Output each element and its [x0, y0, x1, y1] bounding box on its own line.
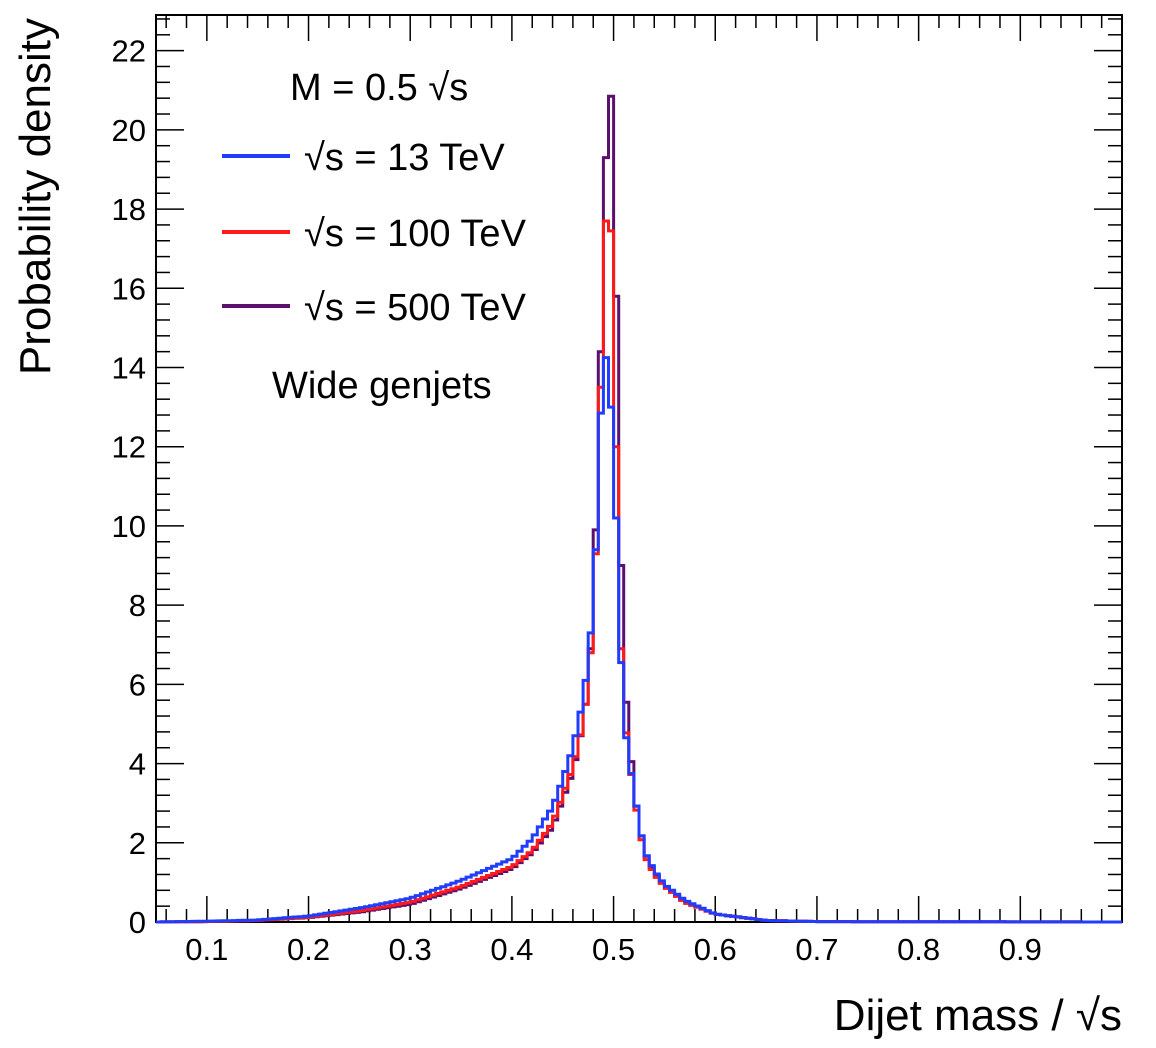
x-tick-label: 0.7 — [795, 932, 838, 967]
x-tick-label: 0.9 — [999, 932, 1042, 967]
tick-labels: 0.1 0.2 0.3 0.4 0.5 0.6 0.7 0.8 0.9 0 2 4 6 8 10 12 14 16… — [112, 34, 1042, 967]
x-tick-label: 0.8 — [897, 932, 940, 967]
x-tick-label: 0.2 — [287, 932, 330, 967]
y-tick-label: 2 — [129, 826, 146, 861]
y-tick-label: 22 — [112, 34, 146, 69]
series-line-2 — [156, 94, 1122, 924]
legend-header: M = 0.5 √s — [290, 67, 468, 109]
legend-label-100tev: √s = 100 TeV — [304, 213, 527, 255]
y-tick-label: 20 — [112, 113, 146, 148]
axis-ticks — [156, 15, 1123, 923]
legend-label-500tev: √s = 500 TeV — [304, 287, 527, 329]
plot-frame — [155, 14, 1123, 923]
y-tick-label: 4 — [129, 747, 146, 782]
x-tick-label: 0.4 — [490, 932, 533, 967]
x-axis-title: Dijet mass / √s — [834, 991, 1122, 1040]
y-tick-label: 14 — [112, 351, 146, 386]
y-tick-label: 0 — [129, 905, 146, 940]
series-line-0 — [156, 356, 1122, 924]
x-tick-label: 0.1 — [185, 932, 228, 967]
x-tick-label: 0.6 — [694, 932, 737, 967]
y-tick-label: 10 — [112, 509, 146, 544]
legend: M = 0.5 √s √s = 13 TeV √s = 100 TeV √s =… — [222, 67, 527, 407]
y-tick-label: 8 — [129, 588, 146, 623]
x-tick-label: 0.5 — [592, 932, 635, 967]
y-tick-label: 6 — [129, 667, 146, 702]
y-tick-label: 18 — [112, 192, 146, 227]
series-group — [156, 94, 1122, 924]
y-tick-label: 16 — [112, 271, 146, 306]
legend-label-13tev: √s = 13 TeV — [304, 137, 505, 179]
y-axis-title: Probability density — [11, 18, 60, 375]
x-tick-label: 0.3 — [389, 932, 432, 967]
annotation-wide-genjets: Wide genjets — [272, 365, 492, 407]
y-tick-label: 12 — [112, 430, 146, 465]
